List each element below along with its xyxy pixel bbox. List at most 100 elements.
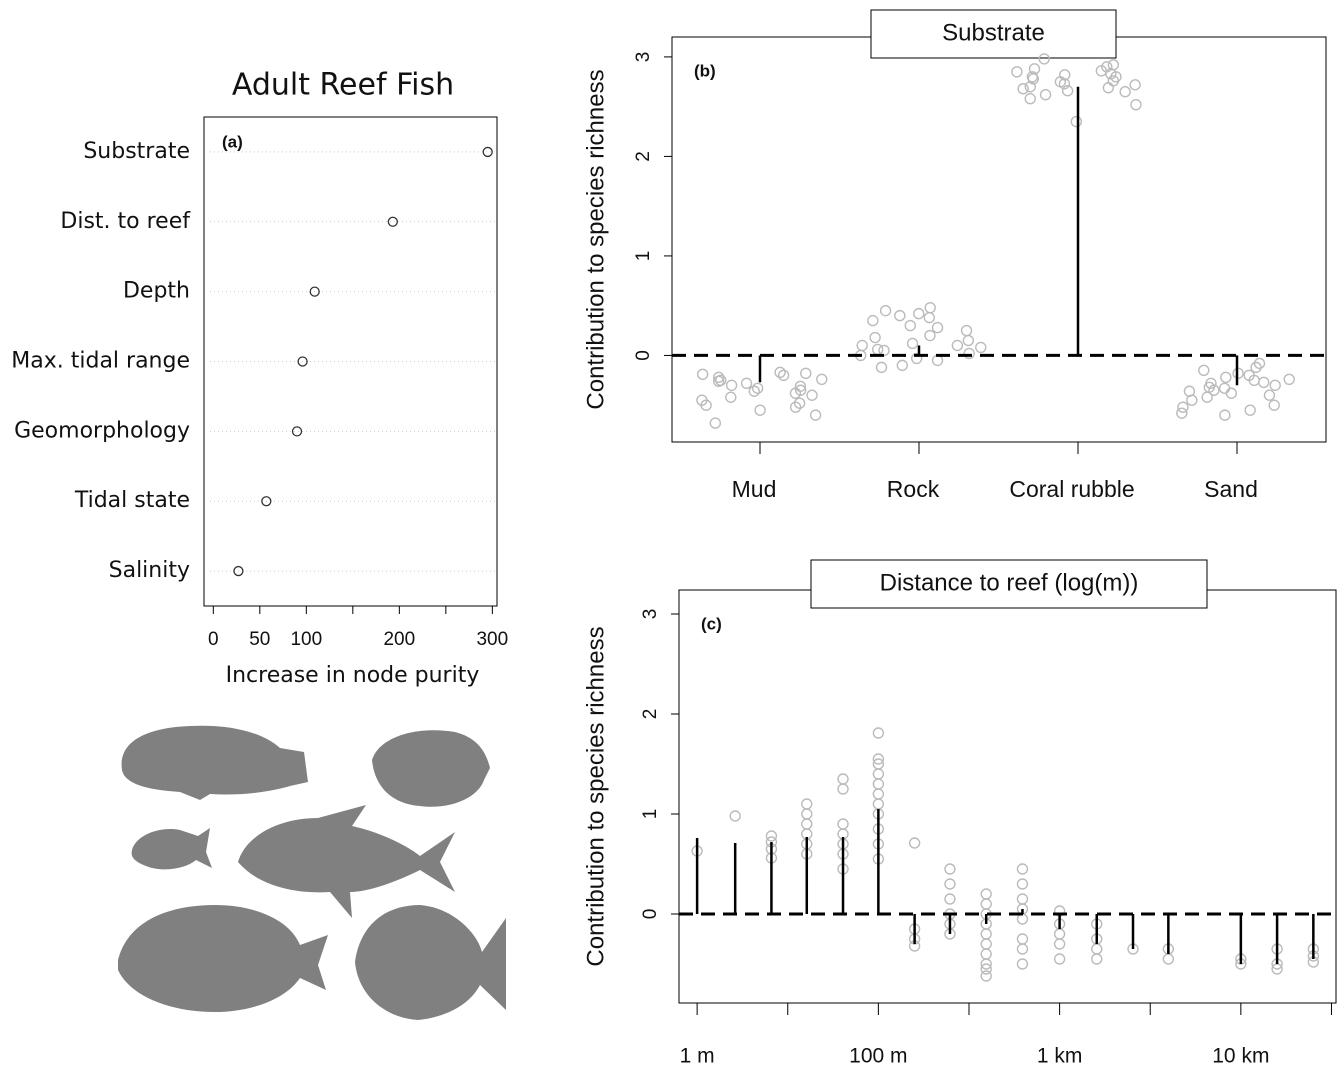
data-point: [816, 373, 828, 386]
panel-label: (a): [222, 132, 243, 151]
data-point: [774, 366, 786, 379]
fish-icon: [238, 805, 455, 918]
data-point: [696, 368, 709, 381]
data-point: [875, 361, 888, 374]
data-point: [894, 309, 906, 322]
data-point: [951, 339, 964, 352]
title-box: [870, 9, 1117, 59]
data-point: [1177, 401, 1189, 413]
data-point: [748, 385, 761, 397]
data-point: [910, 352, 923, 365]
data-point: [1176, 407, 1188, 419]
data-point: [1102, 82, 1115, 94]
category-label: Salinity: [109, 558, 190, 583]
dot: [309, 286, 320, 297]
data-point: [1130, 98, 1142, 111]
data-point: [754, 404, 766, 416]
dot: [291, 426, 303, 437]
data-point: [879, 304, 892, 317]
data-point: [1129, 79, 1141, 91]
data-point: [980, 963, 992, 975]
data-point: [1253, 357, 1266, 370]
data-point: [712, 371, 725, 384]
panel-label: (c): [701, 614, 722, 633]
data-point: [924, 329, 936, 342]
data-point: [980, 898, 992, 910]
category-label: Tidal state: [74, 488, 190, 513]
data-point: [980, 970, 992, 982]
data-point: [725, 391, 737, 403]
data-point: [1016, 958, 1029, 970]
data-point: [1268, 399, 1280, 411]
data-point: [980, 928, 992, 940]
data-point: [872, 758, 885, 770]
data-point: [867, 314, 879, 327]
data-point: [962, 334, 975, 347]
data-point: [837, 773, 849, 785]
data-point: [837, 783, 849, 795]
data-point: [1053, 938, 1066, 950]
panel-title: Substrate: [942, 19, 1045, 46]
data-point: [801, 808, 813, 820]
data-point: [1258, 376, 1270, 388]
data-point: [801, 818, 813, 830]
data-point: [871, 343, 884, 356]
category-label: Depth: [123, 279, 190, 304]
x-tick-label: Rock: [887, 476, 940, 502]
x-tick-label: Coral rubble: [1009, 476, 1134, 502]
data-point: [1091, 953, 1103, 965]
category-label: Geomorphology: [14, 418, 190, 443]
data-point: [777, 369, 790, 382]
data-point: [765, 830, 778, 842]
x-tick-label: Mud: [732, 476, 777, 502]
data-point: [740, 377, 753, 389]
data-point: [913, 307, 925, 320]
data-point: [906, 337, 919, 350]
data-point: [872, 778, 885, 790]
data-point: [872, 727, 885, 739]
data-point: [1269, 379, 1281, 391]
category-label: Substrate: [83, 139, 190, 164]
data-point: [800, 367, 812, 380]
y-axis-label: Contribution to species richness: [582, 626, 609, 966]
x-tick-label: 1 km: [1037, 1045, 1083, 1068]
data-point: [809, 409, 822, 421]
data-point: [872, 788, 885, 800]
dot: [387, 216, 398, 227]
data-point: [980, 948, 992, 960]
data-point: [924, 301, 936, 314]
data-point: [1263, 389, 1276, 401]
data-point: [801, 798, 813, 810]
data-point: [1070, 115, 1083, 128]
y-tick-label: 3: [640, 609, 661, 620]
data-point: [1218, 382, 1231, 394]
data-point: [975, 341, 987, 354]
data-point: [944, 863, 956, 875]
dot: [233, 565, 244, 577]
data-point: [806, 389, 818, 401]
y-tick-label: 0: [633, 350, 654, 361]
x-tick-label: 1 m: [680, 1045, 715, 1068]
plot-frame: [203, 116, 498, 607]
data-point: [1208, 384, 1220, 396]
data-point: [878, 344, 890, 357]
category-label: Max. tidal range: [11, 349, 190, 374]
dot: [261, 496, 272, 507]
data-point: [1038, 53, 1050, 65]
data-point: [1243, 369, 1255, 382]
data-point: [872, 798, 885, 810]
category-label: Dist. to reef: [60, 209, 191, 234]
panel-label: (b): [694, 61, 716, 80]
data-point: [712, 375, 725, 387]
data-point: [1017, 83, 1029, 95]
fish-icon: [355, 905, 506, 1020]
y-tick-label: 0: [640, 909, 661, 920]
data-point: [1101, 61, 1113, 73]
chart-title: Adult Reef Fish: [232, 68, 454, 103]
data-point: [1186, 394, 1198, 406]
data-point: [751, 382, 764, 394]
data-point: [1162, 953, 1175, 965]
dot: [297, 356, 308, 367]
x-tick-label: 100 m: [849, 1045, 907, 1068]
